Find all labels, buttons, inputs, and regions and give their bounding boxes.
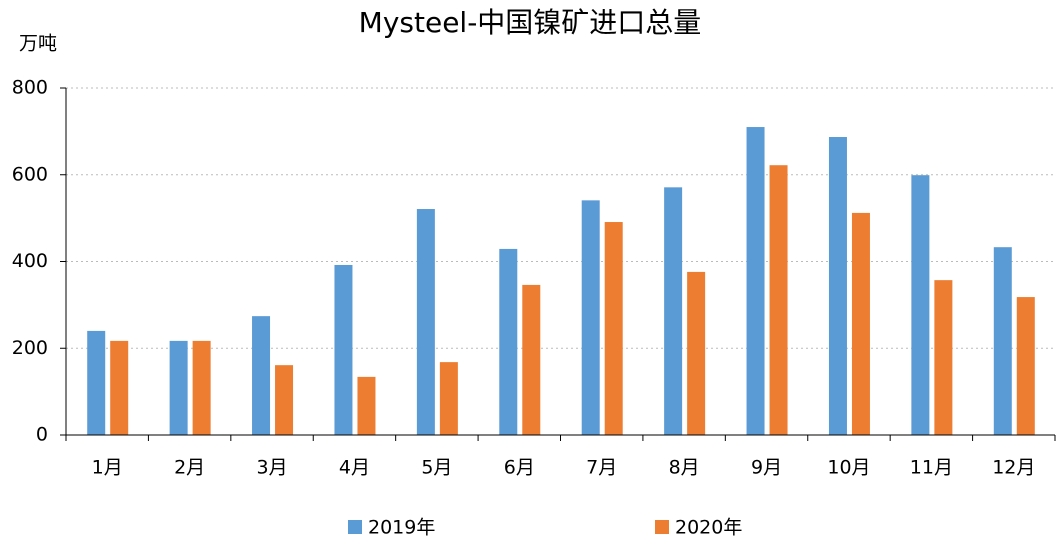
bar — [522, 284, 541, 435]
bar — [911, 175, 930, 435]
bar — [993, 247, 1012, 435]
x-tick-label: 4月 — [339, 457, 370, 479]
bar — [934, 280, 953, 435]
bar — [851, 212, 870, 435]
bar — [687, 271, 706, 435]
y-tick-label: 400 — [12, 250, 48, 272]
x-tick-label: 3月 — [256, 457, 287, 479]
bar — [110, 340, 129, 435]
legend-label: 2019年 — [368, 517, 435, 539]
bar — [828, 137, 847, 436]
y-tick-label: 0 — [36, 424, 48, 446]
x-tick-label: 10月 — [827, 457, 870, 479]
bar — [439, 362, 458, 435]
bar — [604, 222, 623, 435]
x-tick-label: 6月 — [504, 457, 535, 479]
bar — [1016, 297, 1035, 435]
x-tick-label: 12月 — [992, 457, 1035, 479]
bar — [499, 248, 518, 435]
chart-title: Mysteel-中国镍矿进口总量 — [359, 6, 702, 39]
legend-swatch — [348, 520, 362, 534]
bar — [334, 264, 353, 435]
bar — [416, 209, 435, 435]
bar — [357, 376, 376, 435]
bar — [275, 365, 294, 435]
bar — [87, 330, 106, 435]
bar — [252, 316, 271, 435]
legend-label: 2020年 — [675, 517, 742, 539]
x-tick-label: 1月 — [92, 457, 123, 479]
bar — [169, 340, 188, 435]
x-tick-label: 8月 — [669, 457, 700, 479]
x-tick-label: 11月 — [910, 457, 953, 479]
bar — [192, 340, 211, 435]
y-tick-label: 200 — [12, 337, 48, 359]
x-tick-label: 2月 — [174, 457, 205, 479]
x-tick-label: 7月 — [586, 457, 617, 479]
y-tick-label: 800 — [12, 77, 48, 99]
y-tick-label: 600 — [12, 163, 48, 185]
bar — [581, 200, 600, 435]
legend-swatch — [655, 520, 669, 534]
x-tick-label: 5月 — [421, 457, 452, 479]
bar — [769, 165, 788, 435]
x-tick-label: 9月 — [751, 457, 782, 479]
y-axis-label: 万吨 — [19, 33, 57, 55]
bar — [664, 187, 683, 435]
bar — [746, 127, 765, 435]
